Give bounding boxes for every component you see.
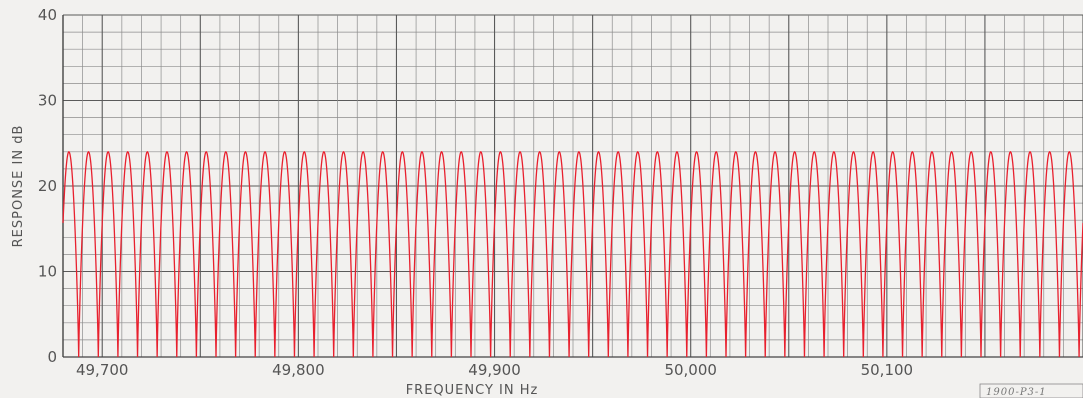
y-tick-label: 20 (38, 177, 57, 195)
peak-point (735, 151, 737, 153)
peak-point (382, 151, 384, 153)
peak-point (1009, 151, 1012, 153)
peak-point (401, 151, 403, 153)
peak-point (833, 151, 835, 153)
peak-point (950, 151, 953, 153)
x-tick-label: 49,900 (468, 361, 521, 379)
peak-point (676, 151, 678, 153)
peak-point (127, 151, 129, 153)
peak-point (872, 151, 874, 153)
peak-point (107, 151, 109, 153)
response-curve (62, 150, 1083, 358)
peak-point (166, 151, 168, 153)
peak-point (303, 151, 305, 153)
peak-point (578, 151, 580, 153)
y-tick-label: 0 (47, 348, 57, 366)
peak-point (421, 151, 423, 153)
peak-point (284, 151, 286, 153)
peak-point (440, 151, 443, 153)
curve-layer (62, 150, 1083, 358)
peak-point (225, 151, 227, 153)
peak-point (323, 151, 325, 153)
peak-point (1049, 151, 1051, 153)
peak-point (715, 151, 717, 153)
peak-point (1029, 151, 1031, 153)
figure-stamp: 1900-P3-1 (979, 383, 1083, 398)
x-axis-title: FREQUENCY IN Hz (406, 383, 539, 398)
peak-point (68, 151, 70, 153)
peak-point (146, 151, 148, 153)
peak-point (558, 151, 560, 153)
figure-id: 1900-P3-1 (986, 387, 1047, 398)
peak-point (539, 151, 541, 153)
peak-point (480, 151, 482, 153)
peak-point (774, 151, 776, 153)
peak-point (754, 151, 757, 153)
label-layer: 0 10 20 30 40 49,700 49,800 49,900 50,000 50,100 (38, 6, 913, 379)
peak-point (813, 151, 815, 153)
x-tick-label: 49,800 (272, 361, 325, 379)
peak-point (205, 151, 207, 153)
x-tick-label: 49,700 (76, 361, 129, 379)
peak-point (460, 151, 462, 153)
peak-point (1068, 151, 1070, 153)
peak-point (499, 151, 502, 153)
peak-point (695, 151, 698, 153)
peak-point (617, 151, 619, 153)
x-tick-label: 50,100 (861, 361, 914, 379)
peak-point (185, 151, 188, 153)
peak-point (656, 151, 658, 153)
y-axis-title: RESPONSE IN dB (11, 125, 26, 248)
peak-point (852, 151, 855, 153)
grid-layer (62, 14, 1083, 358)
peak-point (264, 151, 266, 153)
peak-point (244, 151, 247, 153)
peak-point (794, 151, 796, 153)
peak-point (911, 151, 913, 153)
y-tick-label: 10 (38, 263, 57, 281)
x-tick-label: 50,000 (664, 361, 717, 379)
peak-point (892, 151, 894, 153)
peak-point (970, 151, 972, 153)
peak-point (342, 151, 345, 153)
peak-point (87, 151, 90, 153)
peak-point (637, 151, 639, 153)
peak-point (519, 151, 521, 153)
peak-point (597, 151, 600, 153)
y-tick-label: 40 (38, 6, 57, 24)
peak-point (990, 151, 992, 153)
peak-point (362, 151, 364, 153)
y-tick-label: 30 (38, 92, 57, 110)
peak-point (931, 151, 933, 153)
